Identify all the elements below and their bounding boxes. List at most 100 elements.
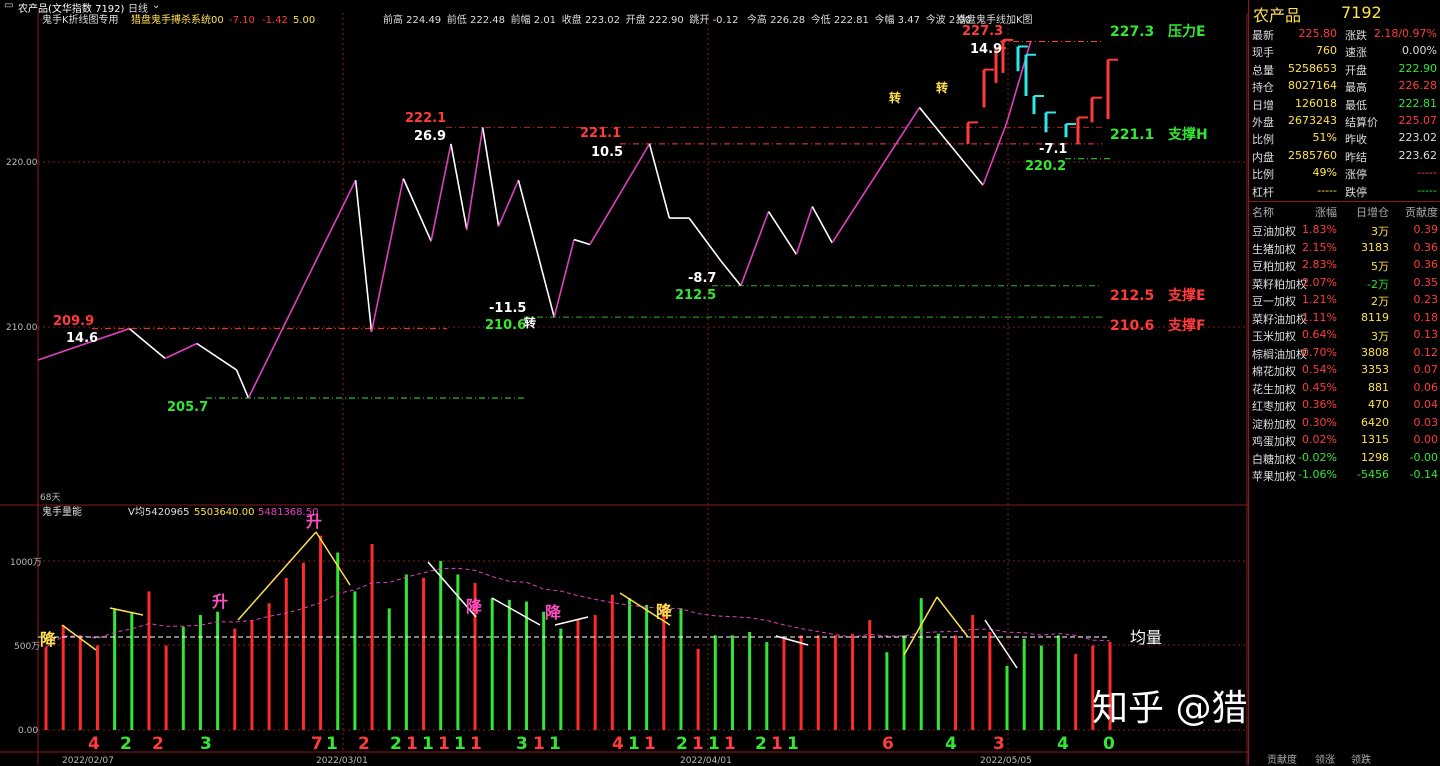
avg-volume-label: 均量 [1130, 628, 1162, 647]
volume-bars [44, 535, 1112, 730]
zigzag-segment [573, 238, 591, 246]
table-cell: 0.02% [1302, 433, 1337, 446]
table-row[interactable]: 鸡蛋加权 0.02% 1315 0.00 [1249, 431, 1440, 448]
table-row[interactable]: 棕榈油加权 0.70% 3808 0.12 [1249, 344, 1440, 361]
table-cell: 花生加权 [1252, 382, 1296, 396]
volume-bar [490, 598, 494, 730]
table-cell: 3万 [1371, 225, 1389, 238]
count-label: 3 [516, 734, 528, 754]
volume-bar [542, 611, 546, 730]
zigzag-segment [918, 107, 984, 186]
table-row[interactable]: 红枣加权 0.36% 470 0.04 [1249, 396, 1440, 413]
table-header-cell[interactable]: 名称 [1252, 206, 1274, 219]
quote-row: 内盘 2585760 昨结 223.62 [1249, 147, 1440, 164]
zigzag-segment [481, 127, 500, 227]
table-row[interactable]: 生猪加权 2.15% 3183 0.36 [1249, 239, 1440, 256]
volume-bar [353, 591, 357, 730]
table-cell: -0.02% [1298, 450, 1337, 464]
table-cell: 1298 [1361, 450, 1389, 464]
quote-item: 开盘 222.90 [626, 13, 684, 26]
table-row[interactable]: 菜籽粕加权 2.07% -2万 0.35 [1249, 274, 1440, 291]
price-label: 209.9 [53, 314, 94, 329]
count-label: 1 [549, 734, 561, 754]
quote-cell: 最低 [1345, 98, 1367, 112]
volume-ma-line [45, 567, 1111, 648]
table-cell: 生猪加权 [1252, 242, 1296, 256]
count-label: 2 [358, 734, 370, 754]
period-selector[interactable]: 日线 [128, 4, 148, 15]
zigzag-segment [430, 143, 452, 242]
volume-bar [816, 635, 820, 730]
table-cell: 0.45% [1302, 380, 1337, 394]
table-row[interactable]: 花生加权 0.45% 881 0.06 [1249, 379, 1440, 396]
price-label: 227.3 [962, 24, 1003, 39]
quote-cell: 5258653 [1288, 61, 1337, 75]
table-cell: 5万 [1371, 260, 1389, 273]
grid [0, 13, 1248, 765]
count-label: 1 [470, 734, 482, 754]
table-row[interactable]: 菜籽油加权 1.11% 8119 0.18 [1249, 309, 1440, 326]
volume-bar [713, 635, 717, 730]
volume-bar [233, 628, 237, 730]
zigzag-segment [196, 342, 237, 371]
table-cell: 0.64% [1302, 328, 1337, 341]
table-cell: 0.03 [1413, 415, 1439, 429]
volume-bar [113, 608, 117, 730]
table-row[interactable]: 苹果加权 -1.06% -5456 -0.14 [1249, 466, 1440, 483]
tab-leading-up[interactable]: 领涨 [1315, 755, 1335, 766]
quote-row: 日增 126018 最低 222.81 [1249, 95, 1440, 112]
table-row[interactable]: 豆粕加权 2.83% 5万 0.36 [1249, 256, 1440, 273]
count-label: 6 [882, 734, 894, 754]
price-label: -7.1 [1039, 142, 1067, 157]
volume-bar [301, 562, 305, 730]
volume-bar [1039, 645, 1043, 730]
table-cell: 0.36 [1413, 240, 1439, 254]
table-row[interactable]: 白糖加权 -0.02% 1298 -0.00 [1249, 449, 1440, 466]
table-cell: 8119 [1361, 310, 1389, 324]
tab-contribution[interactable]: 贡献度 [1267, 755, 1297, 766]
zigzag-segment [402, 178, 432, 242]
table-row[interactable]: 豆一加权 1.21% 2万 0.23 [1249, 291, 1440, 308]
zigzag-segment [497, 179, 520, 227]
volume-bar [662, 604, 666, 730]
count-label: 1 [771, 734, 783, 754]
quote-cell: 比例 [1252, 168, 1274, 182]
volume-bar [387, 608, 391, 730]
zigzag-segment [370, 178, 405, 333]
quote-row: 最新 225.80 涨跌 2.18/0.97% [1249, 25, 1440, 42]
table-cell: 1.21% [1302, 293, 1337, 306]
table-cell: 3183 [1361, 240, 1389, 254]
table-row[interactable]: 玉米加权 0.64% 3万 0.13 [1249, 326, 1440, 343]
zigzag-segment [589, 143, 651, 245]
tab-leading-down[interactable]: 领跌 [1351, 755, 1371, 766]
table-cell: 0.12 [1413, 345, 1439, 359]
zigzag-segment [811, 206, 833, 244]
table-row[interactable]: 豆油加权 1.83% 3万 0.39 [1249, 221, 1440, 238]
table-cell: 0.54% [1302, 363, 1337, 376]
price-labels: 209.9 14.6 205.7 222.1 26.9 221.1 10.5 -11.5 210… [53, 24, 1067, 415]
table-header-cell[interactable]: 涨幅 [1315, 206, 1337, 219]
count-label: 1 [438, 734, 450, 754]
chevron-down-icon[interactable]: ⌄ [152, 0, 161, 11]
indicator-name[interactable]: 鬼手K折线图专用 [42, 13, 119, 26]
table-cell: 2.15% [1302, 240, 1337, 254]
volume-lines [38, 531, 1111, 669]
count-label: 7 [311, 734, 323, 754]
volume-signal-label: 降 [40, 630, 57, 649]
table-row[interactable]: 棉花加权 0.54% 3353 0.07 [1249, 361, 1440, 378]
table-header-cell[interactable]: 贡献度 [1405, 206, 1438, 219]
count-label: 4 [88, 734, 100, 754]
zigzag-segment [982, 122, 1008, 186]
volume-bar [868, 620, 872, 730]
volume-bar [1091, 645, 1095, 730]
vol-panel-name[interactable]: 鬼手量能 [42, 505, 82, 518]
menu-icon[interactable]: ▭ [4, 0, 14, 11]
table-cell: -0.14 [1409, 468, 1438, 481]
table-row[interactable]: 淀粉加权 0.30% 6420 0.03 [1249, 414, 1440, 431]
quote-cell: 223.02 [1398, 131, 1438, 145]
table-header-cell[interactable]: 日增仓 [1356, 206, 1389, 219]
volume-trend-stroke [554, 616, 589, 626]
volume-bar [61, 625, 65, 730]
quote-item: 今低 222.81 [811, 13, 869, 26]
